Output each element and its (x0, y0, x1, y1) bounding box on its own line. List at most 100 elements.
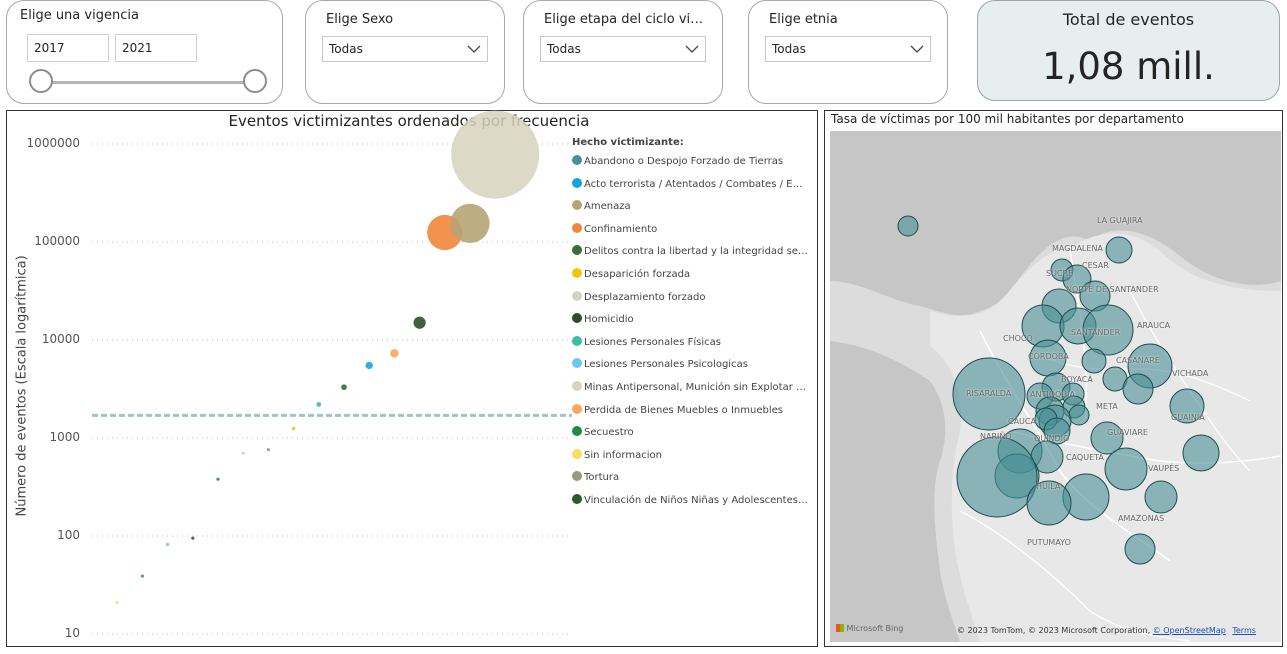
legend-dot-icon (572, 313, 582, 324)
legend-dot-icon (572, 494, 582, 504)
pacific-area (830, 341, 960, 642)
y-tick-label: 1000000 (26, 136, 80, 150)
map-bubble[interactable] (1122, 373, 1154, 405)
legend-item[interactable]: Perdida de Bienes Muebles o Inmuebles (572, 403, 808, 416)
map-canvas[interactable] (830, 131, 1281, 642)
legend-dot-icon (572, 426, 582, 437)
map-department-label: CASANARE (1116, 356, 1160, 365)
map-bubble[interactable] (1068, 404, 1090, 426)
etnia-dropdown-value: Todas (772, 42, 806, 56)
vigencia-from-input[interactable]: 2017 (27, 34, 109, 62)
vigencia-to-input[interactable]: 2021 (115, 34, 197, 62)
legend-label: Vinculación de Niños Niñas y Adolescente… (584, 495, 808, 506)
etapa-dropdown-value: Todas (547, 42, 581, 56)
legend-dot-icon (572, 245, 582, 256)
legend-label: Perdida de Bienes Muebles o Inmuebles (584, 404, 783, 416)
map-department-label: BOYACÁ (1061, 375, 1093, 384)
map-department-label: PUTUMAYO (1027, 538, 1071, 547)
legend-item[interactable]: Acto terrorista / Atentados / Combates /… (572, 177, 808, 190)
legend-item[interactable]: Amenaza (572, 200, 808, 212)
sea-area (830, 131, 1281, 316)
legend-dot-icon (572, 448, 582, 459)
legend-item[interactable]: Abandono o Despojo Forzado de Tierras (572, 155, 808, 167)
map-bubble[interactable] (1090, 421, 1124, 455)
sexo-dropdown[interactable]: Todas (322, 36, 488, 62)
legend-label: Lesiones Personales Psicologicas (584, 359, 748, 371)
map-department-label: VAUPÉS (1148, 464, 1180, 473)
legend-item[interactable]: Vinculación de Niños Niñas y Adolescente… (572, 494, 808, 506)
border-line (959, 510, 1191, 642)
legend-dot-icon (572, 403, 582, 414)
legend-label: Minas Antipersonal, Munición sin Explota… (584, 382, 808, 393)
legend-label: Abandono o Despojo Forzado de Tierras (584, 156, 784, 167)
map-department-label: CAQUETÁ (1066, 453, 1104, 462)
legend-item[interactable]: Homicidio (572, 313, 808, 325)
map-title: Tasa de víctimas por 100 mil habitantes … (831, 112, 1184, 126)
map-bubble[interactable] (956, 436, 1038, 518)
map-bubble[interactable] (1026, 480, 1072, 526)
legend-dot-icon (572, 177, 582, 188)
legend-label: Acto terrorista / Atentados / Combates /… (584, 178, 808, 190)
legend-item[interactable]: Tortura (572, 471, 808, 483)
legend-item[interactable]: Desaparición forzada (572, 268, 808, 280)
map-bubble[interactable] (1144, 480, 1178, 514)
scatter-panel (6, 110, 818, 647)
map-bubble[interactable] (1105, 236, 1133, 264)
y-tick-label: 1000 (49, 430, 80, 444)
map-bubble[interactable] (952, 357, 1026, 431)
map-department-label: ANTIOQUIA (1030, 390, 1075, 399)
legend-item[interactable]: Minas Antipersonal, Munición sin Explota… (572, 381, 808, 393)
legend-label: Amenaza (584, 201, 631, 213)
legend-dot-icon (572, 200, 582, 211)
map-department-label: ARAUCA (1137, 321, 1171, 330)
legend-dot-icon (572, 268, 582, 278)
map-department-label: CHOCÓ (1003, 334, 1033, 343)
legend-item[interactable]: Secuestro (572, 426, 808, 438)
legend-item[interactable]: Delitos contra la libertad y la integrid… (572, 245, 808, 257)
legend-label: Secuestro (584, 427, 634, 439)
legend-dot-icon (572, 155, 582, 165)
legend-item[interactable]: Confinamiento (572, 222, 808, 235)
windows-logo-icon (836, 624, 844, 632)
y-tick-label: 10 (64, 626, 80, 640)
slicer-sexo: Elige Sexo Todas (305, 0, 505, 104)
legend-label: Tortura (584, 472, 620, 484)
map-department-label: QUINDÍO (1034, 434, 1070, 443)
etapa-dropdown[interactable]: Todas (540, 36, 706, 62)
map-bubble[interactable] (1104, 447, 1148, 491)
map-bubble[interactable] (1169, 388, 1205, 424)
chevron-down-icon (910, 37, 924, 61)
map-bubble[interactable] (1182, 434, 1220, 472)
legend-item[interactable]: Lesiones Personales Psicologicas (572, 358, 808, 370)
y-tick-label: 10000 (41, 332, 80, 346)
terms-link[interactable]: Terms (1232, 626, 1256, 635)
chevron-down-icon (685, 37, 699, 61)
etnia-dropdown[interactable]: Todas (765, 36, 931, 62)
legend-item[interactable]: Lesiones Personales Físicas (572, 335, 808, 348)
legend-item[interactable]: Sin informacion (572, 448, 808, 461)
map-bubble[interactable] (1081, 348, 1107, 374)
vigencia-slider-handle-end[interactable] (243, 69, 267, 93)
map-department-label: GUAINÍA (1171, 413, 1205, 422)
bing-text: Microsoft Bing (846, 624, 904, 633)
y-tick-label: 100000 (34, 234, 80, 248)
map-bubble[interactable] (897, 215, 919, 237)
map-bubble[interactable] (1082, 304, 1134, 356)
slicer-sexo-title: Elige Sexo (326, 12, 394, 27)
attribution-text: © 2023 TomTom, © 2023 Microsoft Corporat… (957, 626, 1151, 635)
osm-link[interactable]: © OpenStreetMap (1152, 626, 1226, 635)
legend-item[interactable]: Desplazamiento forzado (572, 290, 808, 303)
scatter-ylabel: Número de eventos (Escala logarítmica) (14, 255, 30, 517)
vigencia-slider-handle-start[interactable] (29, 69, 53, 93)
slicer-etapa: Elige etapa del ciclo vi… Todas (523, 0, 723, 104)
vigencia-slider-track[interactable] (42, 81, 257, 84)
slicer-etnia: Elige etnia Todas (748, 0, 948, 104)
map-department-label: GUAVIARE (1107, 428, 1148, 437)
slicer-etnia-title: Elige etnia (769, 12, 838, 27)
legend-dot-icon (572, 335, 582, 346)
kpi-title: Total de eventos (1062, 10, 1195, 29)
legend-label: Desaparición forzada (584, 269, 691, 280)
map-bubble[interactable] (1124, 533, 1156, 565)
legend-dot-icon (572, 358, 582, 369)
legend-dot-icon (572, 381, 582, 391)
